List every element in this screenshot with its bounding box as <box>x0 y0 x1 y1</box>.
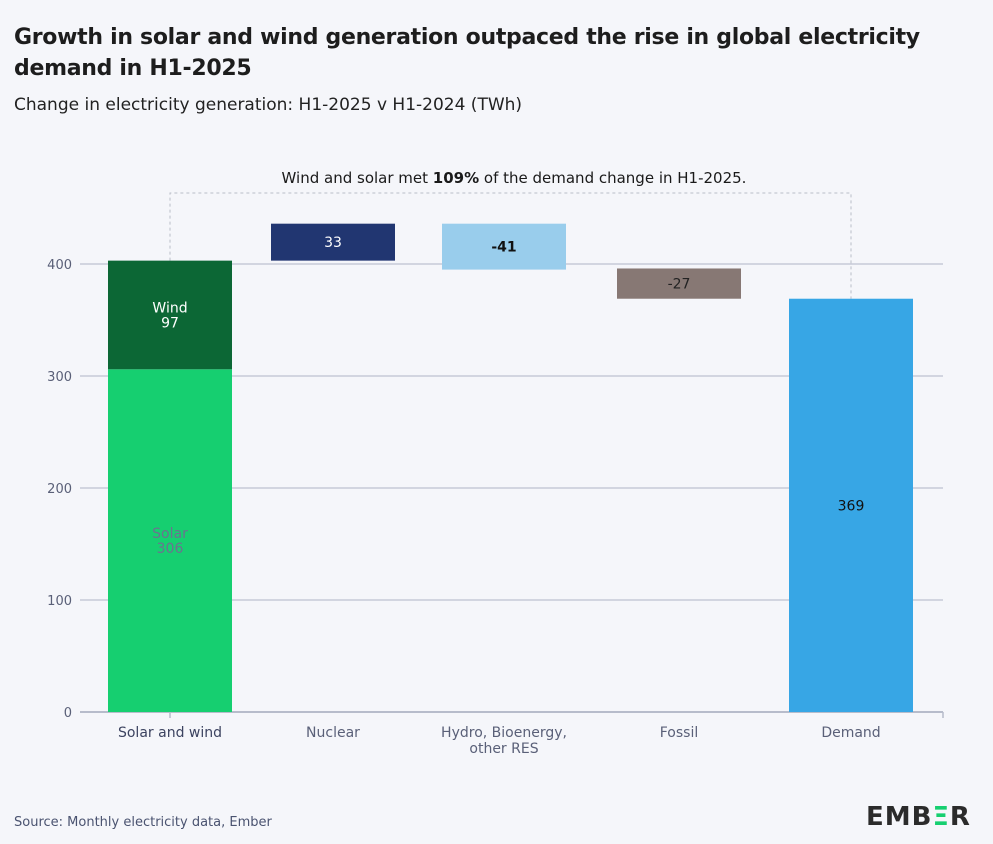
x-tick-label: Hydro, Bioenergy, <box>441 725 567 741</box>
bar-fossil <box>617 268 741 299</box>
bar-wind <box>108 260 232 370</box>
data-label: -41 <box>491 240 516 256</box>
data-label: 306 <box>157 541 184 557</box>
y-tick-label: 200 <box>47 482 72 497</box>
chart-subtitle: Change in electricity generation: H1-202… <box>14 95 523 115</box>
x-tick-label: Solar and wind <box>118 725 222 741</box>
bar-hydro-bioenergy-other-res <box>442 223 566 270</box>
y-tick-label: 400 <box>47 258 72 273</box>
data-label: Wind <box>152 300 187 316</box>
source-note: Source: Monthly electricity data, Ember <box>14 815 272 830</box>
x-tick-label: Fossil <box>660 725 699 741</box>
chart-title: Growth in solar and wind generation outp… <box>14 25 920 81</box>
x-tick-label: Demand <box>821 725 880 741</box>
data-label: -27 <box>668 277 691 293</box>
annotation: Wind and solar met 109% of the demand ch… <box>282 169 747 187</box>
x-tick-label: other RES <box>469 741 538 757</box>
y-tick-label: 300 <box>47 370 72 385</box>
y-tick-label: 100 <box>47 594 72 609</box>
ember-logo: EMBΞR <box>866 802 971 832</box>
data-label: 369 <box>838 498 865 514</box>
data-label: 33 <box>324 235 342 251</box>
data-label: 97 <box>161 315 179 331</box>
x-tick-label: Nuclear <box>306 725 360 741</box>
bar-demand <box>789 298 913 712</box>
bar-nuclear <box>271 223 395 261</box>
data-label: Solar <box>152 526 188 542</box>
bar-solar <box>108 369 232 712</box>
y-tick-label: 0 <box>64 706 72 721</box>
annotation-connector <box>169 192 852 299</box>
